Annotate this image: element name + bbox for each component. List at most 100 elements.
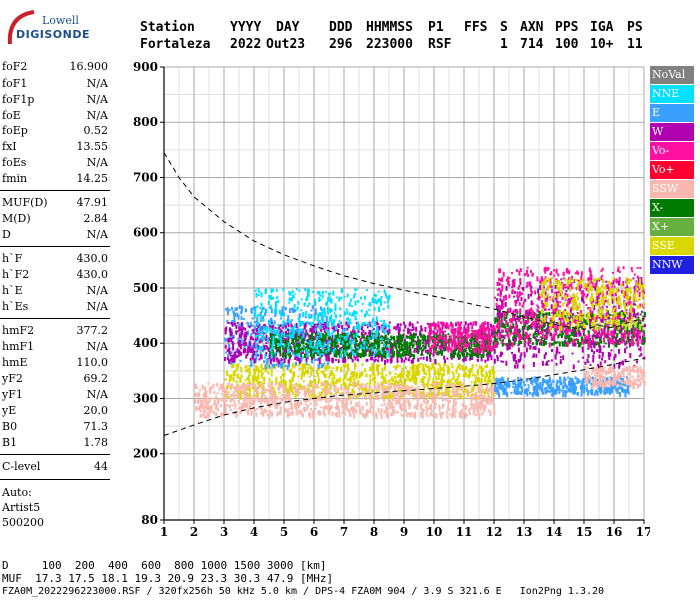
echo-point (339, 386, 342, 389)
echo-point (447, 338, 450, 344)
echo-point (476, 397, 479, 401)
echo-point (400, 346, 403, 352)
echo-point (440, 321, 443, 325)
echo-point (422, 363, 425, 369)
echo-point (247, 330, 250, 336)
echo-point (272, 401, 275, 404)
echo-point (345, 321, 348, 326)
echo-point (280, 358, 283, 362)
echo-point (458, 363, 461, 368)
echo-point (232, 390, 235, 394)
echo-point (240, 334, 243, 338)
echo-point (249, 341, 252, 347)
echo-point (476, 405, 479, 410)
echo-point (293, 308, 296, 313)
echo-point (314, 397, 317, 403)
echo-point (276, 296, 279, 300)
echo-point (459, 392, 462, 395)
echo-point (305, 360, 308, 365)
echo-point (422, 409, 425, 412)
echo-point (334, 314, 337, 319)
echo-point (287, 394, 290, 400)
echo-point (355, 409, 358, 414)
echo-point (306, 408, 309, 411)
echo-point (263, 398, 266, 403)
echo-point (483, 342, 486, 348)
echo-point (250, 412, 253, 416)
echo-point (228, 350, 231, 355)
echo-point (244, 342, 247, 347)
echo-point (324, 329, 327, 332)
echo-point (257, 386, 260, 390)
echo-point (421, 393, 424, 399)
echo-point (459, 334, 462, 339)
echo-point (198, 407, 201, 412)
param-key: fxI (2, 140, 17, 153)
echo-point (382, 377, 385, 382)
echo-point (396, 392, 399, 395)
echo-point (403, 382, 406, 388)
echo-point (255, 412, 258, 417)
echo-point (369, 367, 372, 372)
echo-point (472, 321, 475, 326)
echo-point (632, 335, 635, 339)
echo-point (316, 323, 319, 328)
echo-point (410, 359, 413, 364)
echo-point (251, 400, 254, 406)
echo-point (314, 343, 317, 346)
echo-point (442, 403, 445, 406)
echo-point (231, 363, 234, 369)
param-key: B1 (2, 436, 18, 449)
echo-point (480, 332, 483, 335)
echo-point (331, 379, 334, 384)
echo-point (389, 386, 392, 389)
echo-point (370, 356, 373, 359)
echo-point (259, 307, 262, 310)
echo-point (404, 324, 407, 329)
echo-point (275, 308, 278, 314)
echo-point (569, 314, 572, 318)
echo-point (356, 350, 359, 353)
echo-point (259, 319, 262, 322)
echo-point (609, 313, 612, 316)
param-key: h`F (2, 252, 23, 265)
echo-point (364, 390, 367, 396)
echo-point (235, 330, 238, 335)
echo-point (424, 376, 427, 379)
echo-point (236, 350, 239, 354)
echo-point (435, 382, 438, 386)
echo-point (223, 397, 226, 401)
echo-point (385, 342, 388, 347)
echo-point (344, 383, 347, 386)
echo-point (451, 409, 454, 414)
echo-point (253, 368, 256, 373)
echo-point (357, 354, 360, 358)
echo-point (598, 338, 601, 342)
echo-point (381, 352, 384, 355)
echo-point (370, 395, 373, 400)
echo-point (371, 405, 374, 409)
echo-point (489, 347, 492, 352)
echo-point (258, 383, 261, 388)
echo-point (420, 394, 423, 398)
echo-point (365, 289, 368, 292)
echo-point (380, 350, 383, 353)
echo-point (426, 356, 429, 362)
echo-point (343, 336, 346, 340)
echo-point (261, 345, 264, 350)
echo-point (607, 328, 610, 332)
echo-point (206, 403, 209, 406)
echo-point (266, 401, 269, 406)
echo-point (364, 295, 367, 300)
echo-point (255, 305, 258, 308)
echo-point (343, 295, 346, 298)
echo-point (329, 351, 332, 355)
echo-point (247, 374, 250, 378)
echo-point (401, 337, 404, 343)
echo-point (361, 371, 364, 374)
echo-point (412, 370, 415, 375)
echo-point (256, 335, 259, 341)
echo-point (296, 306, 299, 311)
echo-point (204, 386, 207, 391)
echo-point (444, 346, 447, 352)
